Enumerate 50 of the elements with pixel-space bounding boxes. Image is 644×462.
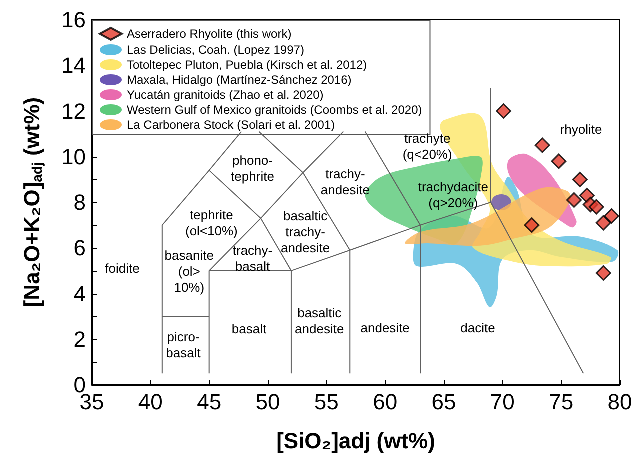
x-tick-label: 60 xyxy=(373,390,398,414)
annotation: andesite xyxy=(360,320,410,336)
y-tick-label: 8 xyxy=(74,190,86,215)
x-tick-label: 65 xyxy=(432,390,456,414)
annotation: rhyolite xyxy=(560,122,602,137)
legend-label: La Carbonera Stock (Solari et al. 2001) xyxy=(127,118,336,132)
point xyxy=(566,192,582,208)
y-tick-label: 10 xyxy=(62,144,86,170)
point xyxy=(588,199,604,215)
legend-label: Yucatán granitoids (Zhao et al. 2020) xyxy=(127,88,324,102)
annotation: basanite (ol> 10%) xyxy=(164,248,214,296)
y-tick-label: 16 xyxy=(62,8,86,32)
annotation: basalt xyxy=(232,322,267,337)
x-axis-title: [SiO₂]adj (wt%) xyxy=(276,428,436,454)
point xyxy=(551,154,567,170)
y-tick-label: 4 xyxy=(74,281,86,306)
y-tick-label: 14 xyxy=(62,53,86,78)
annotation: trachy- basalt xyxy=(232,242,273,274)
point xyxy=(596,215,612,231)
point xyxy=(596,265,612,281)
legend-label: Totoltepec Pluton, Puebla (Kirsch et al. 2012) xyxy=(127,58,368,72)
annotation: tephrite (ol<10%) xyxy=(185,208,238,239)
legend-label: Western Gulf of Mexico granitoids (Coombs et al. 2020) xyxy=(127,103,422,117)
point xyxy=(496,104,512,119)
annotation: trachyte (q<20%) xyxy=(402,131,452,162)
y-tick-label: 2 xyxy=(74,326,86,352)
x-tick-label: 50 xyxy=(256,390,280,414)
y-tick-label: 6 xyxy=(74,236,86,261)
annotation: dacite xyxy=(460,320,496,336)
x-tick-label: 55 xyxy=(314,390,339,414)
y-axis-title: [Na₂O+K₂O]adj (wt%) xyxy=(20,97,45,308)
annotation: basaltic andesite xyxy=(295,306,344,337)
legend-label: Las Delicias, Coah. (Lopez 1997) xyxy=(127,43,304,57)
x-tick-label: 80 xyxy=(608,390,632,414)
annotation: picro- basalt xyxy=(166,330,202,361)
y-tick-label: 12 xyxy=(62,98,86,124)
annotation: foidite xyxy=(105,261,140,276)
annotation: trachy- andesite xyxy=(320,166,370,198)
point xyxy=(604,208,620,224)
point xyxy=(524,218,540,234)
x-tick-label: 45 xyxy=(197,390,222,414)
legend-label: Maxala, Hidalgo (Martínez-Sánchez 2016) xyxy=(127,73,352,87)
point xyxy=(534,138,550,154)
x-tick-label: 75 xyxy=(549,390,574,414)
x-tick-label: 70 xyxy=(490,390,515,414)
annotation: phono- tephrite xyxy=(231,152,274,184)
x-tick-label: 40 xyxy=(138,390,163,414)
legend-label: Aserradero Rhyolite (this work) xyxy=(127,27,292,41)
annotation: basaltic trachy- andesite xyxy=(280,208,330,256)
point xyxy=(572,172,588,188)
